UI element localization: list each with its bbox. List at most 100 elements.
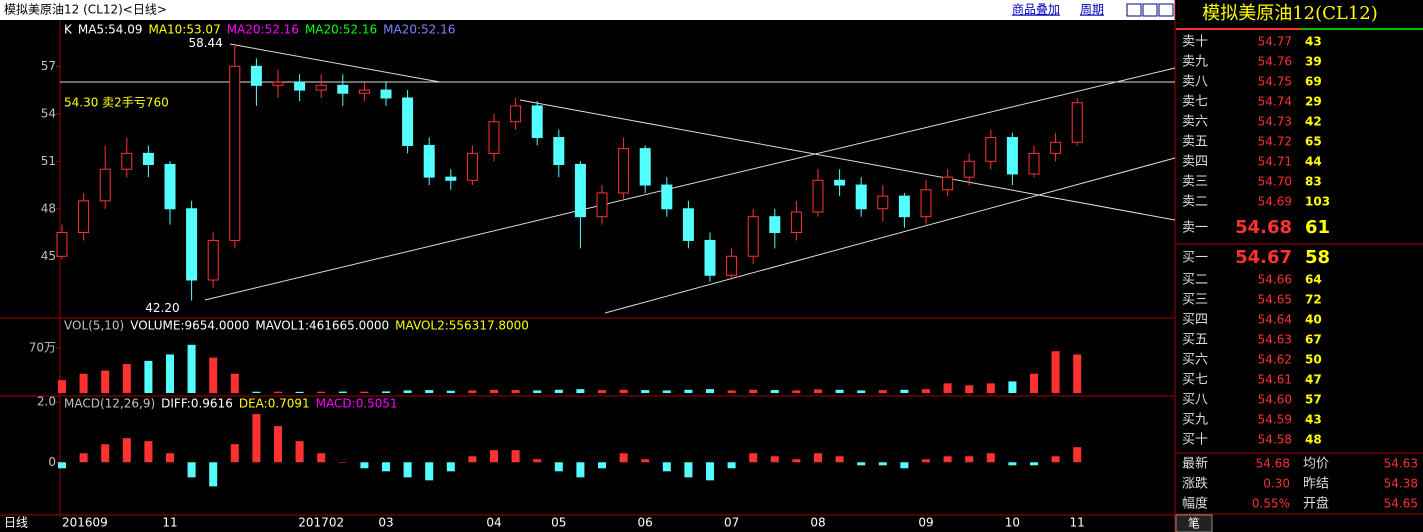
book-volume: 57: [1305, 393, 1322, 407]
book-price: 54.72: [1258, 135, 1292, 149]
bar: [878, 462, 887, 466]
bar: [187, 462, 196, 478]
bar: [922, 459, 930, 463]
bar: [166, 354, 174, 393]
candle-body: [531, 105, 543, 139]
bar: [1051, 456, 1060, 463]
x-tick-label: 08: [810, 516, 825, 530]
book-label: 卖三: [1182, 175, 1208, 190]
book-price: 54.74: [1258, 95, 1292, 109]
x-tick-label: 09: [918, 516, 933, 530]
book-price: 54.64: [1258, 313, 1292, 327]
bar: [662, 462, 671, 472]
book-volume: 48: [1305, 433, 1322, 447]
bar: [792, 459, 801, 463]
candle-body: [747, 216, 759, 257]
bar: [360, 391, 369, 393]
x-tick-label: 07: [724, 516, 739, 530]
x-tick-label: 201609: [62, 516, 108, 530]
book-volume: 50: [1305, 353, 1322, 367]
bar: [468, 456, 477, 463]
candle-body: [812, 179, 824, 213]
trendline: [229, 43, 441, 83]
candle-body: [942, 176, 954, 191]
candle-body: [1028, 152, 1040, 175]
bar: [554, 389, 563, 393]
quote-value: 54.38: [1384, 477, 1418, 491]
x-tick-label: 11: [162, 516, 177, 530]
candle-body: [618, 148, 630, 194]
btn[interactable]: [1126, 3, 1142, 17]
bar: [598, 462, 606, 469]
bar: [576, 389, 585, 393]
legend-item: MA20:52.16: [227, 23, 299, 37]
quote-label: 开盘: [1303, 496, 1329, 512]
legend-item: MA10:53.07: [148, 23, 220, 37]
bar: [554, 462, 563, 472]
candle-body: [186, 208, 198, 281]
quote-label: 均价: [1303, 457, 1329, 472]
candle-body: [963, 160, 975, 178]
book-volume: 72: [1305, 293, 1322, 307]
y-tick-label: 70万: [29, 341, 56, 355]
candle-body: [596, 192, 608, 218]
book-title: 模拟美原油12(CL12): [1202, 3, 1378, 24]
candle-body: [1071, 102, 1083, 143]
legend-item: DIFF:0.9616: [161, 397, 233, 411]
legend-item: MA5:54.09: [78, 23, 143, 37]
overlay-button[interactable]: 商品叠加: [1012, 2, 1060, 17]
top-bar: [0, 0, 1175, 20]
book-label: 卖五: [1182, 135, 1208, 150]
legend-item: MAVOL2:556317.8000: [395, 319, 529, 333]
book-volume: 29: [1305, 95, 1322, 109]
btn[interactable]: [1142, 3, 1158, 17]
tab[interactable]: [1175, 514, 1213, 532]
bar: [619, 389, 628, 393]
window-title: 模拟美原油12 (CL12)<日线>: [4, 3, 167, 17]
candle-body: [272, 81, 284, 86]
bar: [770, 390, 779, 393]
bar: [706, 462, 714, 481]
bar: [770, 456, 779, 463]
bar: [1030, 462, 1038, 466]
candle-body: [207, 239, 219, 281]
bar: [58, 462, 66, 469]
bar: [857, 390, 866, 393]
bar: [943, 383, 952, 393]
candle-body: [639, 148, 651, 186]
axis-mode[interactable]: 日线: [4, 516, 28, 530]
x-tick-label: 10: [1005, 516, 1020, 530]
period-button[interactable]: 周期: [1080, 3, 1104, 17]
quote-label: 幅度: [1182, 496, 1208, 512]
bar: [986, 383, 995, 393]
candle-body: [142, 152, 154, 165]
bar: [1030, 373, 1038, 393]
bar: [641, 459, 650, 463]
bar: [533, 390, 542, 393]
bar: [58, 380, 66, 393]
book-label: 买六: [1182, 353, 1208, 368]
bar: [706, 389, 714, 393]
bar: [511, 450, 520, 463]
x-tick-label: 06: [638, 516, 653, 530]
book-volume: 40: [1305, 313, 1322, 327]
trendline: [204, 67, 1176, 301]
candle-body: [574, 163, 586, 218]
book-volume: 43: [1305, 35, 1322, 49]
candle-body: [898, 195, 910, 218]
bar: [209, 462, 218, 487]
bar: [446, 462, 455, 472]
trendlines: [60, 43, 1176, 314]
bar: [166, 453, 174, 463]
btn[interactable]: [1158, 3, 1174, 17]
bar: [144, 360, 153, 393]
y-tick-label: 54: [41, 106, 56, 120]
book-label: 买五: [1182, 333, 1208, 348]
bar: [835, 456, 844, 463]
trade-note: 54.30 卖2手亏760: [64, 96, 169, 110]
book-volume: 43: [1305, 413, 1322, 427]
candle-body: [488, 121, 500, 154]
candle-body: [553, 137, 565, 165]
bar: [209, 357, 218, 393]
